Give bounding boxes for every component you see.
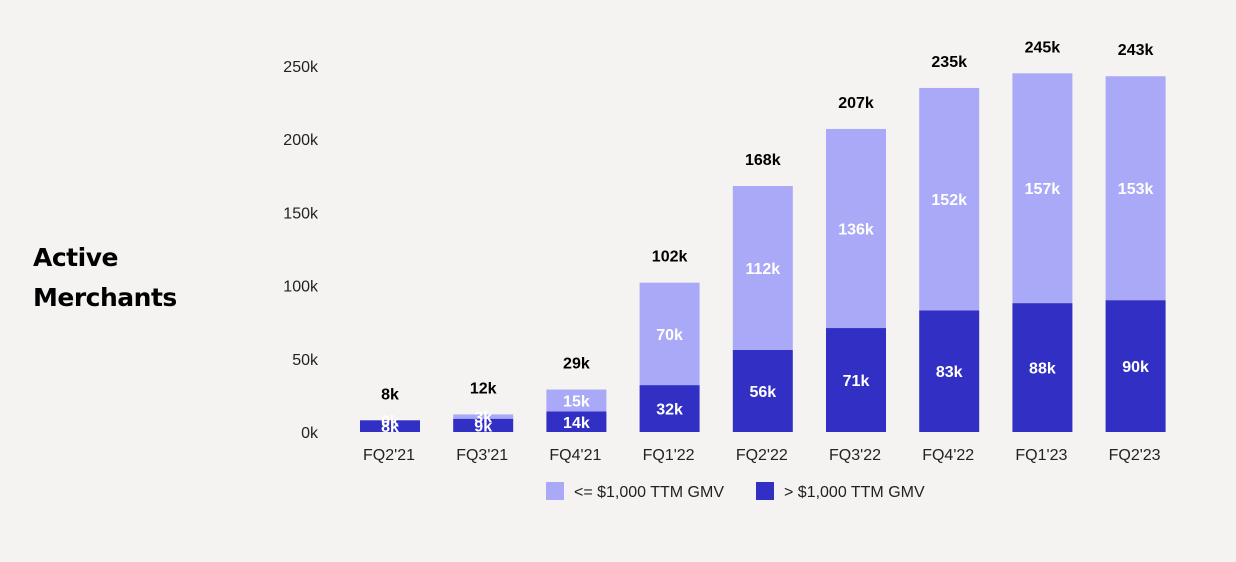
bar-total-label: 207k bbox=[838, 95, 874, 112]
bar-segment-small-merchants bbox=[639, 282, 700, 386]
bar-group: 14k 15k 29k bbox=[546, 356, 607, 432]
legend: <= $1,000 TTM GMV > $1,000 TTM GMV bbox=[546, 482, 925, 501]
legend-swatch bbox=[756, 482, 774, 500]
bar-group: 56k 112k 168k bbox=[732, 152, 793, 432]
legend-item: <= $1,000 TTM GMV bbox=[546, 482, 724, 501]
bar-group: 88k 157k 245k bbox=[1012, 39, 1073, 432]
bar-segment-label: 112k bbox=[745, 261, 780, 278]
y-tick-label: 150k bbox=[283, 205, 319, 222]
bar-group: 83k 152k 235k bbox=[919, 54, 980, 432]
bar-segment-label: 136k bbox=[838, 222, 874, 239]
bar-segment-large-merchants bbox=[826, 328, 886, 432]
bar-segment-small-merchants bbox=[453, 414, 514, 419]
x-tick-label: FQ4'21 bbox=[549, 447, 601, 464]
y-tick-label: 200k bbox=[283, 132, 319, 149]
y-tick-label: 100k bbox=[283, 279, 319, 296]
bar-segment-label: 9k bbox=[474, 418, 492, 435]
legend-item: > $1,000 TTM GMV bbox=[756, 482, 925, 501]
bar-segment-label: 15k bbox=[563, 394, 590, 411]
bar-segment-label: 153k bbox=[1118, 181, 1154, 198]
bar-segment-small-merchants bbox=[546, 389, 607, 412]
legend-label: <= $1,000 TTM GMV bbox=[574, 484, 724, 501]
bar-segment-label: 3k bbox=[474, 410, 492, 427]
bar-segment-label: 83k bbox=[936, 364, 963, 381]
bar-total-label: 243k bbox=[1118, 42, 1154, 59]
y-tick-label: 50k bbox=[292, 352, 319, 369]
bar-segment-label: 152k bbox=[931, 192, 967, 209]
bar-segment-label: 70k bbox=[656, 327, 683, 344]
bar-total-label: 245k bbox=[1025, 39, 1061, 56]
bar-segment-large-merchants bbox=[732, 350, 793, 432]
x-tick-label: FQ3'21 bbox=[456, 447, 508, 464]
bar-segment-large-merchants bbox=[919, 310, 980, 432]
bar-segment-label: 157k bbox=[1025, 181, 1061, 198]
bar-segment-large-merchants bbox=[360, 420, 420, 432]
bar-segment-large-merchants bbox=[639, 385, 700, 432]
x-tick-label: FQ3'22 bbox=[829, 447, 881, 464]
bar-group: 90k 153k 243k bbox=[1105, 42, 1166, 432]
side-title-line-2: Merchants bbox=[33, 283, 177, 312]
x-tick-label: FQ2'21 bbox=[363, 447, 415, 464]
bar-group: 32k 70k 102k bbox=[639, 249, 700, 432]
x-tick-label: FQ1'23 bbox=[1015, 447, 1067, 464]
bar-segment-label: 88k bbox=[1029, 361, 1056, 378]
y-tick-label: 0k bbox=[301, 425, 319, 442]
bar-segment-small-merchants bbox=[826, 128, 886, 329]
bar-segment-large-merchants bbox=[453, 418, 514, 432]
x-tick-label: FQ4'22 bbox=[922, 447, 974, 464]
bar-total-label: 29k bbox=[563, 356, 590, 373]
bar-segment-label: 0k bbox=[381, 413, 399, 430]
bar-group: 71k 136k 207k bbox=[826, 95, 886, 432]
bar-segment-small-merchants bbox=[732, 186, 793, 351]
bar-segment-label: 32k bbox=[656, 402, 683, 419]
bar-segment-small-merchants bbox=[1012, 73, 1073, 304]
bar-total-label: 8k bbox=[381, 386, 399, 403]
bar-total-label: 235k bbox=[931, 54, 967, 71]
bar-segment-label: 90k bbox=[1122, 359, 1149, 376]
bar-total-label: 12k bbox=[470, 380, 497, 397]
y-tick-label: 250k bbox=[283, 59, 319, 76]
y-axis: 0k 50k 100k 150k 200k 250k bbox=[283, 59, 319, 442]
x-tick-label: FQ2'22 bbox=[736, 447, 788, 464]
bar-segment-small-merchants bbox=[919, 87, 980, 311]
bar-total-label: 168k bbox=[745, 152, 781, 169]
x-tick-label: FQ2'23 bbox=[1109, 447, 1161, 464]
bar-segment-small-merchants bbox=[1105, 76, 1166, 301]
legend-label: > $1,000 TTM GMV bbox=[784, 484, 925, 501]
side-title-line-1: Active bbox=[33, 243, 118, 272]
bar-segment-label: 56k bbox=[749, 384, 776, 401]
bar-total-label: 102k bbox=[652, 249, 688, 266]
chart-side-title: Active Merchants bbox=[33, 238, 177, 318]
legend-swatch bbox=[546, 482, 564, 500]
bar-segment-large-merchants bbox=[1012, 303, 1073, 432]
bar-segment-label: 8k bbox=[381, 419, 399, 436]
bars: 8k0k8k9k3k12k14k15k29k32k70k102k56k112k1… bbox=[360, 39, 1166, 436]
bar-segment-label: 71k bbox=[843, 373, 870, 390]
bar-segment-large-merchants bbox=[546, 411, 607, 432]
x-tick-label: FQ1'22 bbox=[643, 447, 695, 464]
x-axis: FQ2'21 FQ3'21 FQ4'21 FQ1'22 FQ2'22 FQ3'22 FQ4'… bbox=[363, 447, 1161, 464]
bar-segment-label: 14k bbox=[563, 415, 590, 432]
bar-segment-large-merchants bbox=[1105, 300, 1166, 432]
